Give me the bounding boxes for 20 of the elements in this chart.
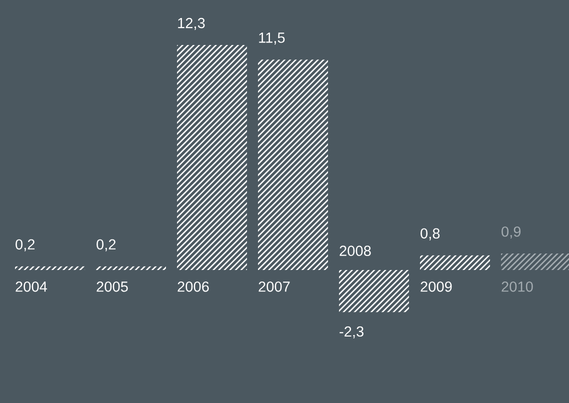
x-tick-label: 2010: [502, 281, 533, 292]
x-tick-label: 2008: [340, 246, 371, 256]
data-label: 0,2: [16, 239, 35, 252]
bar: [258, 60, 328, 270]
bar: [177, 45, 247, 270]
data-label: -2,3: [340, 326, 364, 338]
bar: [420, 255, 490, 270]
bar: [96, 266, 166, 270]
data-label: 0,9: [502, 226, 521, 238]
x-tick-label: 2009: [420, 281, 452, 292]
x-tick-label: 2005: [96, 281, 128, 292]
bar: [15, 266, 85, 270]
x-tick-label: 2006: [178, 281, 209, 292]
data-label: 12,3: [178, 18, 205, 30]
bar: [339, 270, 409, 312]
x-tick-label: 2004: [16, 281, 48, 292]
data-label: 0,8: [420, 228, 440, 240]
x-tick-label: 2007: [258, 281, 290, 292]
data-label: 11,5: [259, 32, 285, 45]
data-label: 0,2: [96, 239, 116, 252]
